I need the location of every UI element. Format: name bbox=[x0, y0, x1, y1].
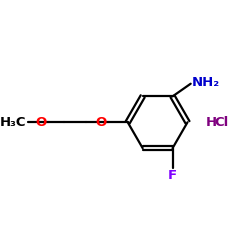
Text: NH₂: NH₂ bbox=[192, 76, 220, 89]
Text: O: O bbox=[36, 116, 47, 129]
Text: H: H bbox=[206, 116, 216, 129]
Text: O: O bbox=[96, 116, 107, 129]
Text: Cl: Cl bbox=[214, 116, 228, 129]
Text: H₃C: H₃C bbox=[0, 116, 26, 129]
Text: F: F bbox=[168, 169, 177, 182]
